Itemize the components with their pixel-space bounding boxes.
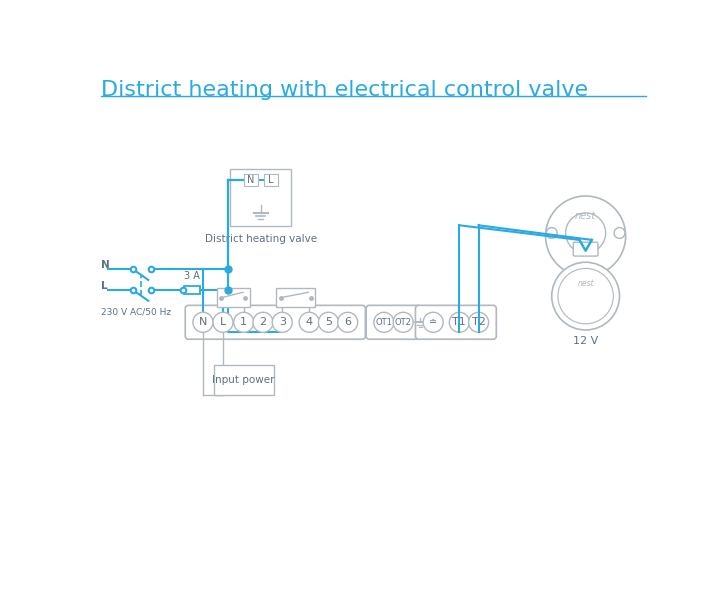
Text: N: N [199, 317, 207, 327]
Circle shape [272, 312, 292, 332]
Text: L: L [268, 175, 274, 185]
FancyBboxPatch shape [264, 174, 277, 187]
Text: Input power: Input power [213, 375, 275, 385]
FancyBboxPatch shape [184, 286, 200, 294]
Circle shape [318, 312, 339, 332]
Circle shape [469, 312, 488, 332]
FancyBboxPatch shape [574, 242, 598, 256]
FancyBboxPatch shape [217, 289, 250, 307]
Circle shape [338, 312, 357, 332]
Text: 5: 5 [325, 317, 332, 327]
Circle shape [213, 312, 233, 332]
Circle shape [193, 312, 213, 332]
Text: OT2: OT2 [395, 318, 411, 327]
Text: T1: T1 [453, 317, 466, 327]
Text: District heating valve: District heating valve [205, 234, 317, 244]
Text: 4: 4 [306, 317, 313, 327]
Circle shape [253, 312, 273, 332]
Circle shape [558, 268, 614, 324]
Text: 3 A: 3 A [184, 271, 200, 281]
Circle shape [614, 228, 625, 238]
Circle shape [374, 312, 394, 332]
FancyBboxPatch shape [416, 305, 496, 339]
Circle shape [546, 228, 557, 238]
Circle shape [234, 312, 254, 332]
Text: 6: 6 [344, 317, 351, 327]
FancyBboxPatch shape [214, 365, 274, 396]
Text: ≐: ≐ [429, 317, 438, 327]
Circle shape [552, 262, 620, 330]
Text: nest: nest [577, 279, 594, 288]
Circle shape [545, 196, 625, 276]
Text: 2: 2 [259, 317, 266, 327]
FancyBboxPatch shape [244, 174, 258, 187]
Text: 12 V: 12 V [573, 336, 598, 346]
Text: N: N [247, 175, 254, 185]
FancyBboxPatch shape [230, 169, 291, 226]
Text: L: L [100, 281, 107, 291]
Circle shape [566, 213, 606, 253]
Text: OT1: OT1 [376, 318, 392, 327]
Circle shape [393, 312, 414, 332]
Circle shape [299, 312, 319, 332]
FancyBboxPatch shape [366, 305, 421, 339]
FancyBboxPatch shape [276, 289, 315, 307]
Text: nest: nest [575, 211, 596, 221]
Text: N: N [100, 260, 109, 270]
Text: 1: 1 [240, 317, 248, 327]
Text: 230 V AC/50 Hz: 230 V AC/50 Hz [100, 307, 170, 316]
FancyBboxPatch shape [185, 305, 365, 339]
Text: L: L [220, 317, 226, 327]
Text: T2: T2 [472, 317, 486, 327]
Text: 3: 3 [279, 317, 285, 327]
Text: District heating with electrical control valve: District heating with electrical control… [100, 80, 587, 100]
Circle shape [423, 312, 443, 332]
Circle shape [449, 312, 470, 332]
